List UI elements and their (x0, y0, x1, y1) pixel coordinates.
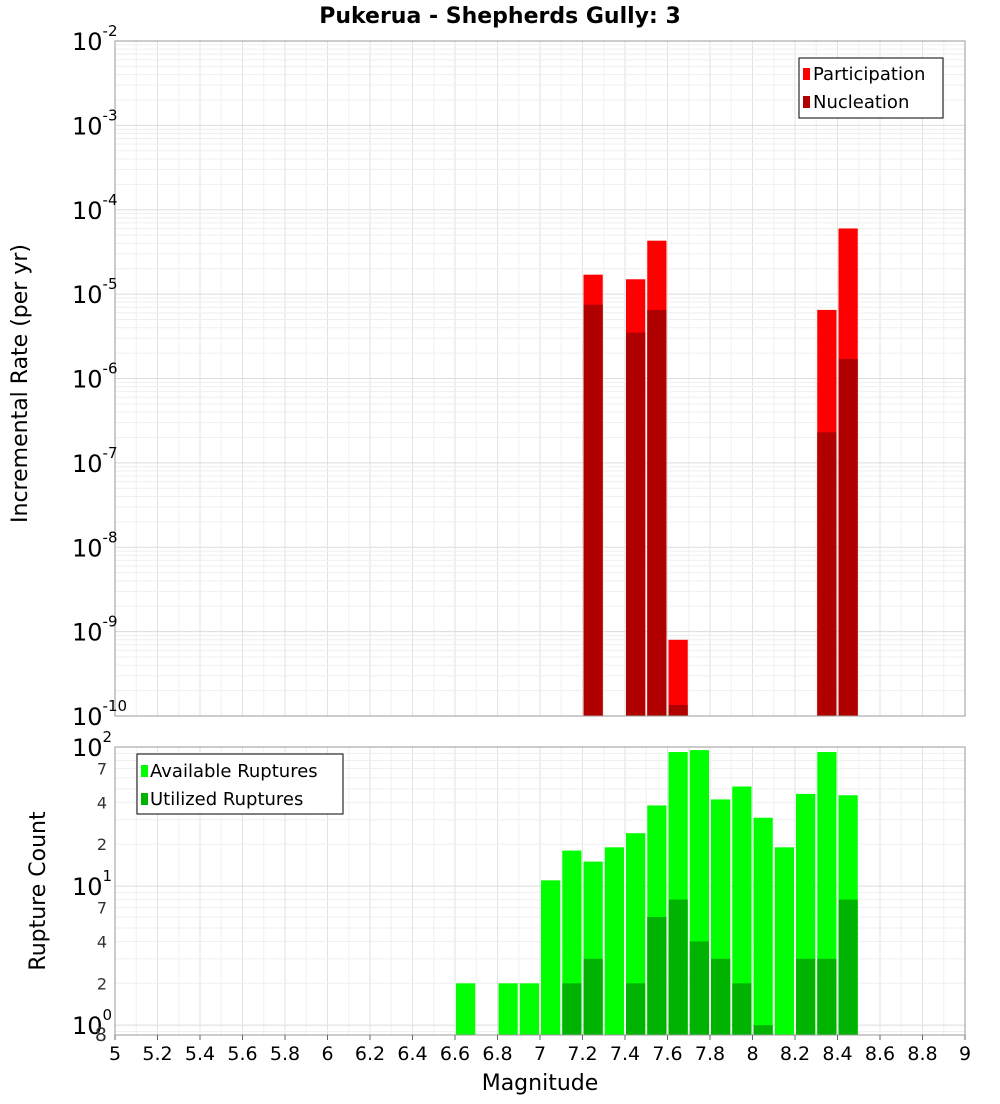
legend-label-participation: Participation (813, 64, 925, 85)
chart-title: Pukerua - Shepherds Gully: 3 (319, 4, 681, 29)
legend-swatch-available-ruptures (141, 765, 148, 777)
y-minor-tick-label: 8 (95, 1024, 107, 1046)
bar-utilized-ruptures (583, 958, 603, 1035)
legend-label-utilized-ruptures: Utilized Ruptures (150, 789, 303, 810)
bar-nucleation (647, 309, 667, 716)
y-minor-tick-label: 4 (97, 932, 107, 951)
y-tick-label: 10-8 (72, 528, 118, 562)
bar-available-ruptures (498, 983, 518, 1035)
y-minor-tick-label: 4 (97, 793, 107, 812)
y-tick-label: 10-4 (72, 191, 118, 225)
top-plot-panel: 10-10 10-9 10-8 10-7 10-6 10-5 10-4 10-3 10-2 In… (8, 22, 966, 731)
bar-utilized-ruptures (732, 983, 752, 1035)
bar-utilized-ruptures (753, 1025, 773, 1035)
x-tick-label: 7.6 (652, 1043, 682, 1065)
top-bars (583, 228, 858, 717)
top-plot-frame (114, 40, 966, 717)
top-y-ticks: 10-10 10-9 10-8 10-7 10-6 10-5 10-4 10-3 10-2 (72, 22, 127, 731)
x-tick-label: 6.6 (440, 1043, 470, 1065)
x-axis-label: Magnitude (482, 1071, 599, 1096)
bar-nucleation (626, 332, 646, 716)
bottom-y-ticks: 100 101 102 2 4 7 2 4 7 8 (72, 728, 112, 1046)
legend-label-nucleation: Nucleation (813, 92, 909, 113)
x-tick-label: 8.2 (780, 1043, 810, 1065)
x-tick-label: 8.8 (907, 1043, 937, 1065)
bar-available-ruptures (519, 983, 539, 1035)
y-tick-label: 10-6 (72, 360, 118, 394)
legend-swatch-nucleation (803, 96, 810, 108)
bottom-legend-box (136, 753, 344, 815)
x-tick-label: 7.2 (567, 1043, 597, 1065)
bar-available-ruptures (604, 847, 624, 1035)
y-tick-label: 10-3 (72, 106, 118, 140)
x-tick-label: 5.2 (142, 1043, 172, 1065)
bar-nucleation (583, 304, 603, 716)
bar-utilized-ruptures (796, 958, 816, 1035)
bar-nucleation (817, 432, 837, 716)
x-ticks: 5 5.2 5.4 5.6 5.8 6 6.2 6.4 6.6 6.8 7 7.2 7.4 7.6 7.8 8… (109, 1035, 971, 1065)
x-tick-label: 7.4 (610, 1043, 640, 1065)
x-tick-label: 5.6 (227, 1043, 257, 1065)
x-tick-label: 8 (746, 1043, 758, 1065)
bottom-legend: Available Ruptures Utilized Ruptures (136, 753, 344, 815)
bar-utilized-ruptures (817, 958, 837, 1035)
x-tick-label: 6.4 (397, 1043, 427, 1065)
bar-nucleation (668, 705, 688, 716)
bottom-plot-panel: 100 101 102 2 4 7 2 4 7 8 5 5.2 5.4 5.6 5.8 6 6.2 6.4 6.6… (26, 728, 971, 1096)
y-tick-label: 102 (72, 728, 112, 762)
y-minor-tick-label: 2 (97, 974, 107, 993)
y-minor-tick-label: 7 (97, 899, 107, 918)
bar-available-ruptures (456, 983, 476, 1035)
y-minor-tick-label: 7 (97, 760, 107, 779)
x-tick-label: 7.8 (695, 1043, 725, 1065)
x-tick-label: 5.8 (270, 1043, 300, 1065)
bar-utilized-ruptures (838, 899, 858, 1035)
y-tick-label: 10-7 (72, 444, 118, 478)
bar-available-ruptures (774, 847, 794, 1035)
bar-utilized-ruptures (647, 916, 667, 1035)
top-grid (114, 40, 966, 717)
y-tick-label: 100 (72, 1006, 112, 1040)
x-tick-label: 8.6 (865, 1043, 895, 1065)
y-minor-tick-label: 2 (97, 835, 107, 854)
top-y-axis-label: Incremental Rate (per yr) (8, 244, 33, 523)
x-tick-label: 5 (109, 1043, 121, 1065)
top-legend-box (798, 57, 944, 119)
bar-available-ruptures (753, 817, 773, 1035)
x-tick-label: 6.8 (482, 1043, 512, 1065)
x-tick-label: 6 (321, 1043, 333, 1065)
y-tick-label: 10-9 (72, 613, 118, 647)
top-legend: Participation Nucleation (798, 57, 944, 119)
y-tick-label: 10-2 (72, 22, 118, 56)
x-tick-label: 5.4 (185, 1043, 215, 1065)
bottom-bars (456, 750, 858, 1035)
legend-swatch-participation (803, 68, 810, 80)
x-tick-label: 7 (534, 1043, 546, 1065)
y-tick-label: 101 (72, 867, 112, 901)
bar-utilized-ruptures (668, 899, 688, 1035)
bar-utilized-ruptures (626, 983, 646, 1035)
bar-utilized-ruptures (689, 941, 709, 1035)
bottom-y-axis-label: Rupture Count (26, 811, 51, 971)
bar-available-ruptures (732, 786, 752, 1035)
bar-nucleation (838, 359, 858, 716)
bar-utilized-ruptures (562, 983, 582, 1035)
bar-available-ruptures (541, 880, 561, 1035)
bar-utilized-ruptures (711, 958, 731, 1035)
x-tick-label: 8.4 (822, 1043, 852, 1065)
bar-participation (668, 639, 688, 716)
x-tick-label: 6.2 (355, 1043, 385, 1065)
y-tick-label: 10-10 (72, 697, 127, 731)
legend-label-available-ruptures: Available Ruptures (150, 761, 318, 782)
y-tick-label: 10-5 (72, 275, 118, 309)
x-tick-label: 9 (959, 1043, 971, 1065)
legend-swatch-utilized-ruptures (141, 793, 148, 805)
